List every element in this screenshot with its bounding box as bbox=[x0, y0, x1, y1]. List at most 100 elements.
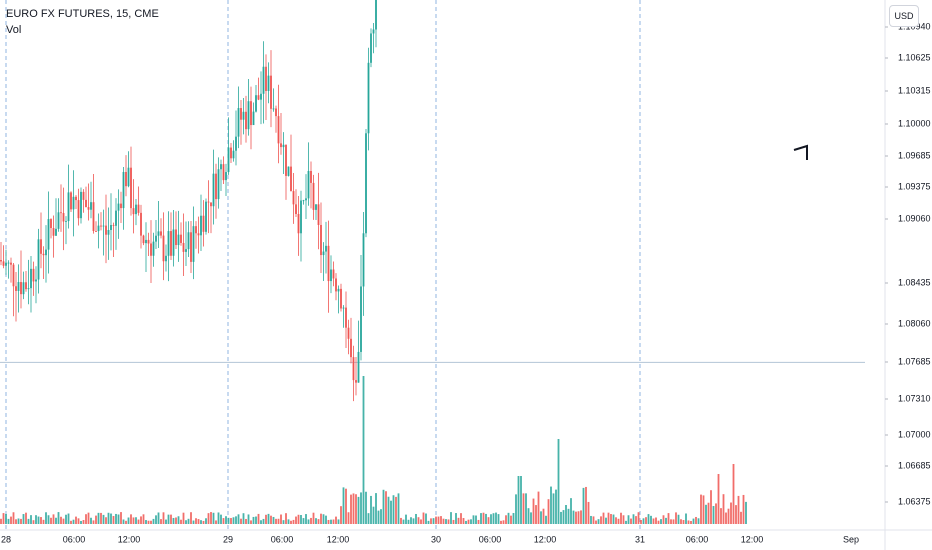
candle bbox=[312, 174, 315, 220]
volume-bar bbox=[310, 517, 312, 524]
candle-body bbox=[110, 224, 112, 231]
candle-body bbox=[130, 167, 132, 209]
volume-bar bbox=[300, 515, 302, 524]
volume-bar bbox=[592, 516, 595, 524]
volume-bar bbox=[322, 514, 325, 524]
candle bbox=[345, 291, 347, 348]
volume-bar bbox=[617, 518, 620, 524]
candle bbox=[110, 193, 112, 251]
price-tick-label: 1.09060 bbox=[898, 213, 931, 223]
volume-indicator-label[interactable]: Vol bbox=[6, 24, 22, 36]
volume-bar bbox=[602, 512, 605, 524]
volume-bar bbox=[132, 517, 135, 524]
candle bbox=[92, 173, 95, 234]
candle bbox=[107, 207, 110, 260]
candle bbox=[280, 113, 282, 155]
candle-body bbox=[230, 147, 232, 159]
candle-body bbox=[327, 245, 330, 282]
volume-bar bbox=[510, 515, 512, 524]
volume-bar bbox=[75, 516, 77, 524]
candle bbox=[45, 225, 47, 283]
candle-body bbox=[242, 111, 245, 120]
price-tick-label: 1.10625 bbox=[898, 52, 931, 62]
candle-body bbox=[47, 219, 50, 250]
candle-body bbox=[65, 221, 67, 222]
volume-bar bbox=[335, 516, 337, 524]
candle-body bbox=[142, 235, 145, 244]
volume-bar bbox=[637, 512, 640, 524]
volume-bar bbox=[102, 514, 105, 524]
candle bbox=[297, 195, 300, 256]
volume-bar bbox=[430, 518, 432, 524]
candle-body bbox=[25, 282, 27, 290]
candle bbox=[205, 198, 207, 235]
candle-body bbox=[112, 224, 115, 226]
volume-bar bbox=[7, 518, 10, 524]
candle-body bbox=[197, 233, 200, 236]
candle bbox=[102, 209, 105, 256]
candle-body bbox=[295, 204, 297, 214]
candle-body bbox=[160, 231, 162, 236]
volume-bar bbox=[10, 516, 12, 524]
volume-bar bbox=[742, 494, 745, 524]
volume-bar bbox=[230, 518, 232, 524]
volume-bar bbox=[52, 514, 55, 524]
volume-bar bbox=[342, 487, 345, 524]
volume-bar bbox=[122, 519, 125, 524]
candle-body bbox=[10, 262, 12, 265]
volume-bar bbox=[302, 518, 305, 524]
volume-bar bbox=[190, 512, 192, 524]
candle-body bbox=[87, 207, 90, 210]
candle-body bbox=[35, 279, 37, 282]
volume-bar bbox=[180, 519, 182, 524]
candle-body bbox=[227, 147, 230, 173]
candle bbox=[105, 194, 107, 264]
candle bbox=[112, 222, 115, 257]
time-tick-label: 06:00 bbox=[63, 534, 86, 544]
volume-bar bbox=[72, 519, 75, 524]
candle bbox=[290, 134, 292, 192]
volume-bar bbox=[582, 487, 585, 524]
volume-bar bbox=[202, 520, 205, 524]
candle-body bbox=[207, 201, 210, 203]
candle-body bbox=[252, 111, 255, 126]
candle-body bbox=[282, 144, 285, 148]
candle-body bbox=[177, 234, 180, 246]
candle bbox=[277, 84, 280, 164]
time-tick-label: 12:00 bbox=[327, 534, 350, 544]
candle bbox=[90, 181, 92, 219]
candle bbox=[40, 212, 42, 269]
symbol-title: EURO FX FUTURES, 15, CME bbox=[6, 8, 159, 20]
candle bbox=[352, 345, 355, 402]
volume-bar bbox=[497, 514, 500, 524]
volume-bar bbox=[500, 520, 502, 524]
volume-bar bbox=[615, 517, 617, 524]
volume-bar bbox=[292, 519, 295, 524]
candle bbox=[122, 167, 125, 230]
currency-button[interactable]: USD bbox=[889, 5, 919, 27]
volume-bar bbox=[177, 516, 180, 524]
volume-bar bbox=[205, 518, 207, 524]
candle bbox=[12, 263, 15, 317]
price-tick-label: 1.08435 bbox=[898, 277, 931, 287]
candle bbox=[27, 259, 30, 305]
volume-bar bbox=[590, 515, 592, 524]
candle bbox=[272, 88, 275, 112]
candle bbox=[117, 189, 120, 239]
candle-body bbox=[20, 282, 22, 295]
candle bbox=[197, 216, 200, 254]
candle bbox=[222, 156, 225, 185]
volume-bar bbox=[35, 515, 37, 524]
candle bbox=[50, 218, 52, 239]
volume-bar bbox=[557, 439, 560, 524]
candle bbox=[57, 198, 60, 232]
candle-body bbox=[185, 249, 187, 252]
candle-body bbox=[57, 212, 60, 229]
candle-body bbox=[300, 200, 302, 234]
volume-bar bbox=[227, 517, 230, 524]
candle bbox=[207, 180, 210, 234]
candle-body bbox=[245, 111, 247, 130]
volume-bar bbox=[672, 519, 675, 524]
volume-bar bbox=[135, 517, 137, 524]
